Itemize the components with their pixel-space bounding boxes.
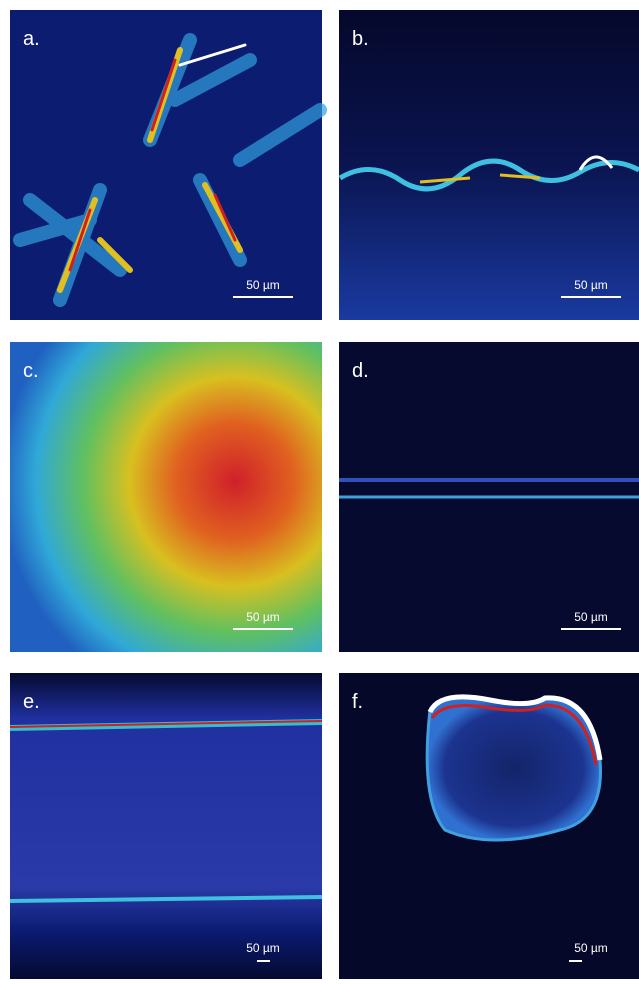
figure: a. 50 µm b. 50 µm c. 50 µm d. 50 µm e. 5…	[0, 0, 639, 979]
panel-d: d. 50 µm	[339, 342, 639, 652]
image	[10, 673, 322, 979]
scale-label: 50 µm	[246, 278, 280, 292]
scale-label: 50 µm	[574, 278, 608, 292]
scale-label: 50 µm	[246, 610, 280, 624]
panel-a: a. 50 µm	[10, 10, 322, 320]
image	[10, 342, 322, 652]
scale-label: 50 µm	[574, 941, 608, 955]
panel-label: e.	[23, 691, 40, 713]
panel-label: d.	[352, 360, 369, 382]
panel-b: b. 50 µm	[339, 10, 639, 320]
scale-label: 50 µm	[246, 941, 280, 955]
panel-e: e. 50 µm	[10, 673, 322, 979]
panel-c: c. 50 µm	[10, 342, 322, 652]
panel-label: a.	[23, 28, 40, 50]
page: a. 50 µm b. 50 µm c. 50 µm d. 50 µm e. 5…	[0, 0, 639, 979]
panel-label: f.	[352, 691, 363, 713]
scale-label: 50 µm	[574, 610, 608, 624]
panel-label: b.	[352, 28, 369, 50]
panel-f: f. 50 µm	[339, 673, 639, 979]
image	[10, 10, 322, 320]
panel-label: c.	[23, 360, 39, 382]
